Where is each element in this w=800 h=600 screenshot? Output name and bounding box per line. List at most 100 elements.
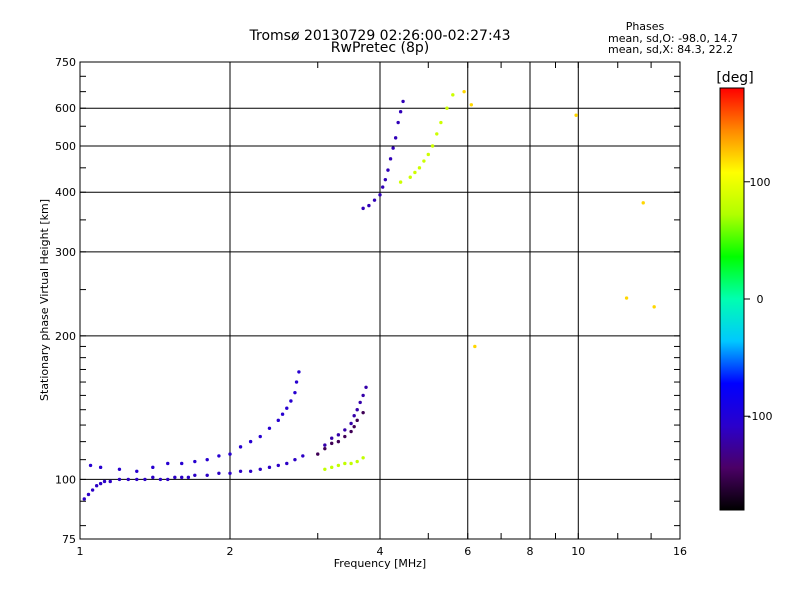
y-tick-label: 100 [55, 473, 76, 486]
data-point [102, 479, 107, 484]
data-point [398, 180, 403, 184]
data-point [355, 408, 359, 412]
data-point [469, 103, 474, 107]
y-tick-label: 750 [55, 56, 76, 69]
data-point [343, 461, 347, 466]
data-point [293, 457, 297, 462]
data-point [117, 467, 122, 471]
data-point [126, 477, 130, 482]
x-axis-label: Frequency [MHz] [334, 557, 426, 570]
data-point [258, 434, 262, 439]
data-point [173, 475, 177, 480]
data-point [166, 477, 170, 482]
chart-subtitle: RwPretec (8p) [331, 40, 429, 56]
data-point [323, 467, 327, 471]
data-point [336, 439, 341, 444]
data-point [82, 497, 86, 501]
y-tick-label: 600 [55, 102, 76, 115]
data-point [117, 477, 122, 482]
x-tick-label: 1 [77, 545, 84, 558]
data-point [445, 106, 449, 110]
data-point [151, 475, 155, 480]
data-point [352, 414, 356, 418]
data-point [417, 166, 422, 170]
stats-x-mode: mean, sd,X: 84.3, 22.2 [608, 43, 733, 56]
data-point [462, 89, 466, 94]
data-points [82, 89, 656, 501]
data-point [413, 170, 417, 175]
data-point [276, 463, 280, 468]
x-tick-label: 10 [571, 545, 585, 558]
data-point [355, 459, 359, 464]
data-point [358, 400, 362, 405]
axis-ticks: 1 2 4 6 8 10 16 75 100 200 300 400 500 600 750 [55, 56, 687, 558]
data-point [352, 424, 356, 429]
data-point [193, 473, 197, 478]
data-point [151, 465, 155, 470]
colorbar-label: [deg] [716, 70, 753, 86]
data-point [473, 344, 477, 349]
data-point [228, 452, 232, 456]
data-point [228, 471, 232, 475]
stats-header: Phases [626, 20, 665, 33]
data-point [391, 146, 395, 150]
data-point [86, 492, 91, 497]
data-point [641, 201, 645, 205]
colorbar-tick-label: 0 [757, 293, 764, 306]
y-tick-label: 200 [55, 330, 76, 343]
data-point [90, 488, 95, 492]
data-point [343, 428, 347, 432]
data-point [205, 457, 209, 462]
data-point [383, 177, 388, 182]
data-point [330, 441, 334, 446]
data-point [294, 380, 299, 384]
data-point [94, 484, 99, 488]
colorbar [719, 87, 745, 511]
data-point [330, 465, 334, 470]
data-point [323, 443, 327, 447]
data-point [361, 456, 365, 460]
x-tick-label: 16 [673, 545, 687, 558]
data-point [285, 461, 289, 466]
data-point [624, 296, 629, 300]
data-point [267, 426, 272, 430]
data-point [430, 144, 435, 148]
data-point [372, 198, 377, 202]
data-point [396, 120, 400, 125]
data-point [349, 429, 353, 434]
grid-lines [80, 62, 680, 539]
data-point [293, 390, 297, 395]
data-point [378, 193, 382, 197]
data-point [426, 152, 430, 157]
data-point [367, 203, 371, 208]
data-point [330, 436, 334, 440]
x-tick-label: 6 [464, 545, 471, 558]
data-point [135, 469, 139, 473]
colorbar-ticks: 100 0 -100 [744, 176, 772, 423]
data-point [166, 461, 170, 466]
data-point [258, 467, 262, 471]
data-point [238, 469, 243, 473]
data-point [349, 421, 353, 426]
data-point [301, 454, 305, 458]
data-point [280, 412, 285, 416]
x-tick-label: 2 [227, 545, 234, 558]
data-point [393, 136, 398, 140]
y-tick-label: 300 [55, 246, 76, 259]
data-point [276, 418, 280, 423]
data-point [135, 477, 139, 482]
data-point [205, 473, 209, 478]
data-point [439, 120, 443, 125]
data-point [248, 469, 253, 473]
data-point [108, 479, 112, 484]
data-point [355, 418, 359, 423]
data-point [289, 399, 293, 403]
data-point [386, 168, 390, 172]
data-point [267, 465, 272, 470]
data-point [248, 439, 253, 444]
y-axis-label: Stationary phase Virtual Height [km] [38, 199, 51, 401]
data-point [336, 463, 341, 468]
y-tick-label: 75 [62, 533, 76, 546]
data-point [285, 406, 289, 410]
data-point [652, 305, 656, 309]
